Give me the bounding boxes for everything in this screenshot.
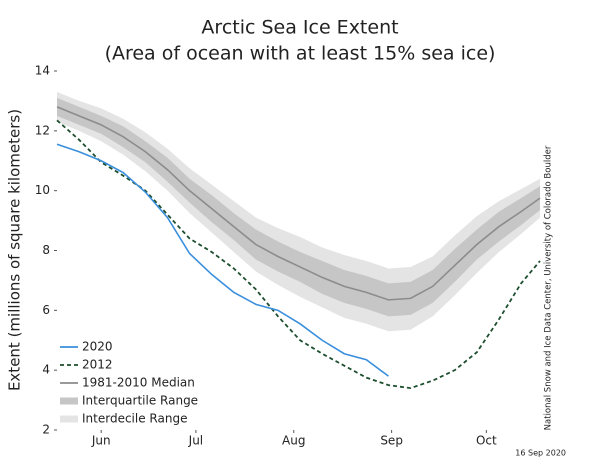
credit: National Snow and Ice Data Center, Unive…: [544, 145, 554, 430]
y-tick-label: 6: [42, 303, 50, 317]
x-tick-label: Aug: [282, 434, 305, 448]
y-axis-label: Extent (millions of square kilometers): [6, 109, 24, 391]
chart-title: Arctic Sea Ice Extent: [201, 17, 398, 39]
y-tick-label: 12: [35, 123, 50, 137]
y-tick-label: 10: [35, 183, 50, 197]
range-band: [57, 91, 540, 332]
legend-label: 2020: [82, 340, 113, 354]
chart-subtitle: (Area of ocean with at least 15% sea ice…: [105, 43, 496, 65]
x-tick-label: Jul: [188, 434, 203, 448]
x-tick-label: Sep: [380, 434, 403, 448]
legend-label: Interdecile Range: [82, 412, 187, 426]
x-tick-label: Jun: [91, 434, 111, 448]
series-line: [56, 143, 389, 377]
date-stamp: 16 Sep 2020: [515, 449, 566, 458]
y-tick-label: 4: [42, 363, 50, 377]
legend-label: 2012: [82, 358, 113, 372]
series-line: [56, 106, 541, 301]
y-tick-label: 8: [42, 243, 50, 257]
y-tick-label: 2: [42, 423, 50, 437]
legend-label: Interquartile Range: [82, 394, 198, 408]
range-band: [57, 97, 540, 317]
x-tick-label: Oct: [476, 434, 497, 448]
series-line: [56, 119, 541, 390]
y-tick-label: 14: [35, 64, 50, 78]
legend-label: 1981-2010 Median: [82, 376, 195, 390]
